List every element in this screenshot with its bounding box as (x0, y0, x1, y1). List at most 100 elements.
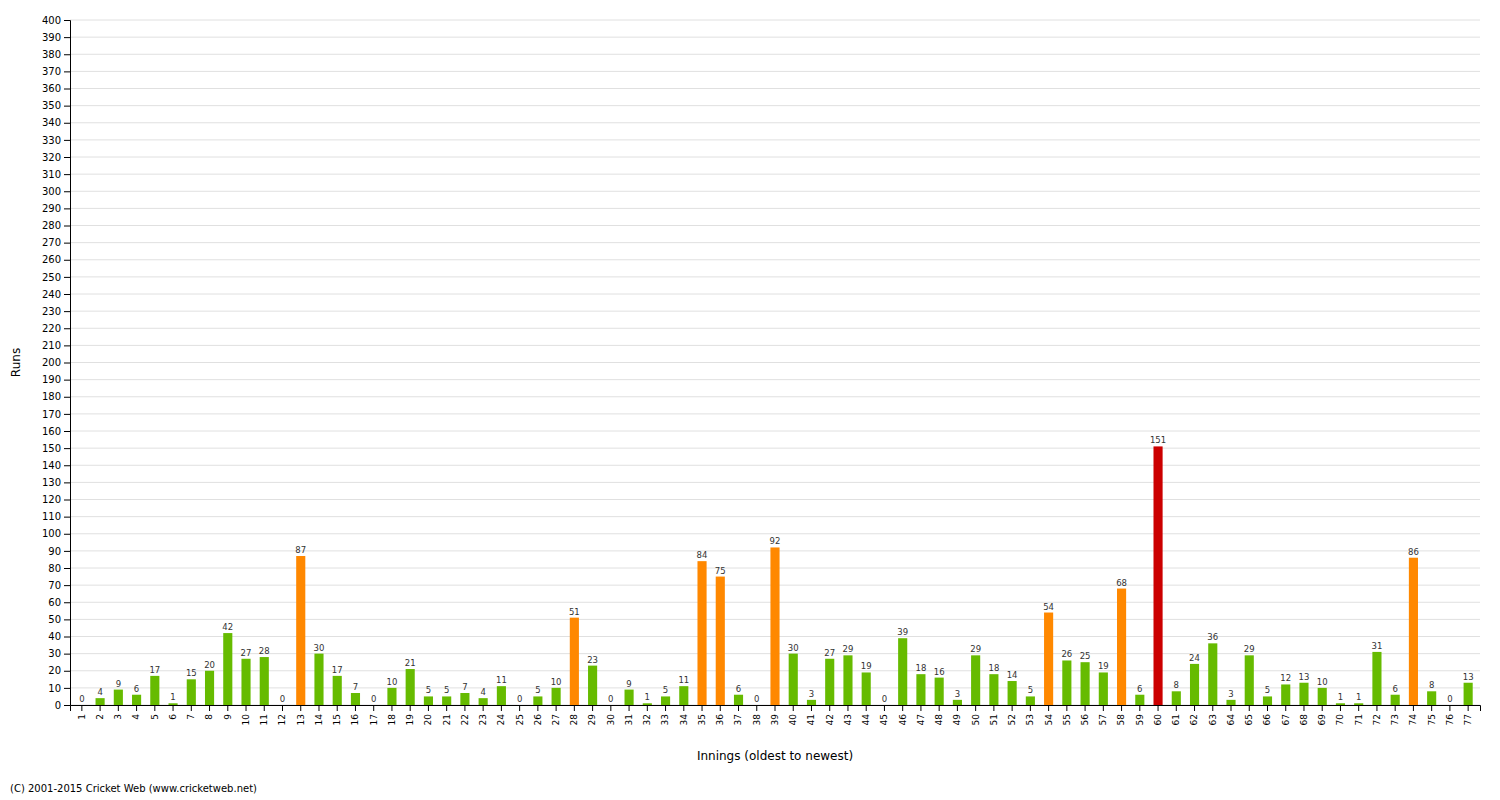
data-label: 26 (1061, 649, 1072, 659)
data-label: 18 (988, 663, 999, 673)
tick-mark (1085, 705, 1086, 711)
tick-label: 390 (42, 32, 61, 43)
tick: 5 (150, 705, 160, 720)
tick-label: 14 (314, 714, 324, 726)
tick-label: 100 (42, 528, 61, 539)
data-label: 11 (496, 675, 507, 685)
tick: 100 (42, 528, 70, 539)
bar (807, 700, 816, 705)
tick-label: 360 (42, 83, 61, 94)
tick: 56 (1080, 705, 1090, 725)
tick: 34 (679, 705, 689, 725)
tick: 69 (1317, 705, 1327, 725)
tick-mark (209, 705, 210, 711)
tick-label: 40 (48, 631, 61, 642)
tick-mark (1249, 705, 1250, 711)
bar (114, 690, 123, 705)
data-label: 20 (204, 660, 215, 670)
tick-mark (264, 705, 265, 711)
bar (843, 655, 852, 705)
tick-mark (1176, 705, 1177, 711)
grid-line (70, 122, 1480, 123)
chart: 0102030405060708090100110120130140150160… (0, 0, 1500, 800)
tick: 9 (223, 705, 233, 720)
data-label: 6 (134, 684, 139, 694)
tick-label: 10 (241, 714, 251, 726)
tick-label: 75 (1427, 714, 1437, 725)
tick: 71 (1354, 705, 1364, 725)
bar (1336, 703, 1345, 705)
tick-mark (446, 705, 447, 711)
tick: 220 (42, 323, 70, 334)
tick: 74 (1408, 705, 1418, 725)
tick-mark (1267, 705, 1268, 711)
tick-mark (64, 277, 70, 278)
tick-mark (300, 705, 301, 711)
bar (643, 703, 652, 705)
data-label: 21 (405, 658, 416, 668)
tick-mark (64, 328, 70, 329)
data-label: 0 (882, 694, 887, 704)
tick-mark (574, 705, 575, 711)
tick-mark (64, 551, 70, 552)
tick: 29 (587, 705, 597, 725)
tick-mark (1285, 705, 1286, 711)
tick-mark (64, 191, 70, 192)
data-label: 17 (332, 665, 343, 675)
tick-label: 140 (42, 460, 61, 471)
bar (351, 693, 360, 705)
grid-line (70, 413, 1480, 414)
grid-line (70, 174, 1480, 175)
bar (168, 703, 177, 705)
tick-mark (64, 380, 70, 381)
tick-label: 59 (1135, 714, 1145, 726)
bar (825, 659, 834, 705)
tick: 30 (48, 648, 70, 659)
tick-mark (100, 705, 101, 711)
tick-mark (1212, 705, 1213, 711)
tick-mark (811, 705, 812, 711)
data-label: 0 (517, 694, 522, 704)
data-label: 4 (480, 687, 485, 697)
tick-label: 17 (369, 714, 379, 725)
data-label: 3 (809, 689, 814, 699)
tick-label: 70 (1335, 714, 1345, 726)
tick: 180 (42, 391, 70, 402)
tick: 260 (42, 254, 70, 265)
tick-mark (118, 705, 119, 711)
bar (1263, 696, 1272, 705)
tick-mark (64, 637, 70, 638)
tick-mark (1303, 705, 1304, 711)
tick-mark (64, 585, 70, 586)
tick-mark (64, 671, 70, 672)
tick: 53 (1025, 705, 1035, 725)
grid-line (70, 345, 1480, 346)
bar (442, 696, 451, 705)
data-label: 42 (222, 622, 233, 632)
tick-label: 48 (934, 714, 944, 726)
tick-label: 4 (131, 714, 141, 720)
tick-label: 80 (48, 563, 61, 574)
tick-label: 30 (48, 648, 61, 659)
tick-mark (1048, 705, 1049, 711)
tick: 55 (1062, 705, 1072, 725)
data-label: 87 (295, 545, 306, 555)
tick-label: 150 (42, 443, 61, 454)
bar (205, 671, 214, 705)
tick: 16 (350, 705, 360, 725)
tick-mark (939, 705, 940, 711)
tick-label: 51 (989, 714, 999, 725)
tick: 270 (42, 237, 70, 248)
tick-label: 44 (861, 714, 871, 726)
grid-line (70, 311, 1480, 312)
bar (1427, 691, 1436, 705)
tick-mark (665, 705, 666, 711)
tick-label: 32 (642, 714, 652, 725)
tick-mark (246, 705, 247, 711)
tick: 360 (42, 83, 70, 94)
tick: 210 (42, 340, 70, 351)
tick-label: 16 (350, 714, 360, 726)
data-label: 7 (353, 682, 358, 692)
tick-mark (64, 243, 70, 244)
tick: 37 (733, 705, 743, 725)
